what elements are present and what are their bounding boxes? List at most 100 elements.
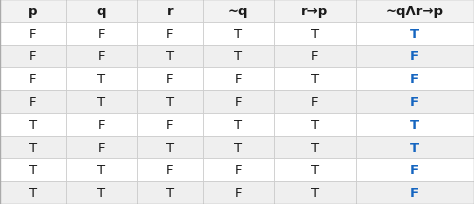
Bar bbox=[274, 68, 356, 91]
Text: F: F bbox=[235, 186, 242, 199]
Bar bbox=[203, 23, 274, 45]
Text: F: F bbox=[166, 118, 173, 131]
Text: T: T bbox=[166, 95, 174, 109]
Text: F: F bbox=[166, 73, 173, 86]
Text: F: F bbox=[410, 50, 419, 63]
Bar bbox=[0, 181, 66, 204]
Bar bbox=[356, 68, 474, 91]
Bar bbox=[66, 91, 137, 113]
Text: T: T bbox=[410, 28, 419, 40]
Bar bbox=[274, 91, 356, 113]
Text: T: T bbox=[29, 141, 37, 154]
Bar bbox=[274, 45, 356, 68]
Bar bbox=[66, 159, 137, 181]
Bar bbox=[137, 23, 203, 45]
Text: T: T bbox=[29, 164, 37, 176]
Bar bbox=[0, 159, 66, 181]
Bar bbox=[203, 0, 274, 23]
Text: F: F bbox=[410, 164, 419, 176]
Text: F: F bbox=[98, 50, 105, 63]
Bar bbox=[137, 68, 203, 91]
Text: T: T bbox=[97, 95, 105, 109]
Bar bbox=[203, 181, 274, 204]
Text: F: F bbox=[311, 95, 319, 109]
Text: F: F bbox=[29, 73, 36, 86]
Bar bbox=[274, 159, 356, 181]
Bar bbox=[274, 23, 356, 45]
Text: T: T bbox=[310, 186, 319, 199]
Bar bbox=[137, 45, 203, 68]
Text: F: F bbox=[29, 50, 36, 63]
Text: T: T bbox=[234, 28, 242, 40]
Text: T: T bbox=[166, 186, 174, 199]
Bar bbox=[356, 23, 474, 45]
Bar bbox=[356, 136, 474, 159]
Text: T: T bbox=[97, 186, 105, 199]
Bar bbox=[356, 181, 474, 204]
Bar bbox=[137, 0, 203, 23]
Text: F: F bbox=[235, 95, 242, 109]
Text: T: T bbox=[310, 118, 319, 131]
Text: F: F bbox=[98, 28, 105, 40]
Bar bbox=[0, 136, 66, 159]
Text: F: F bbox=[166, 28, 173, 40]
Text: r→p: r→p bbox=[301, 5, 328, 18]
Bar bbox=[137, 91, 203, 113]
Bar bbox=[0, 45, 66, 68]
Text: T: T bbox=[97, 73, 105, 86]
Bar bbox=[137, 113, 203, 136]
Text: F: F bbox=[29, 28, 36, 40]
Text: T: T bbox=[310, 28, 319, 40]
Text: T: T bbox=[234, 118, 242, 131]
Bar bbox=[0, 113, 66, 136]
Text: F: F bbox=[410, 73, 419, 86]
Text: F: F bbox=[235, 164, 242, 176]
Bar bbox=[0, 0, 66, 23]
Bar bbox=[356, 113, 474, 136]
Text: q: q bbox=[97, 5, 106, 18]
Bar bbox=[66, 136, 137, 159]
Text: F: F bbox=[166, 164, 173, 176]
Text: F: F bbox=[410, 95, 419, 109]
Text: F: F bbox=[98, 141, 105, 154]
Text: T: T bbox=[29, 118, 37, 131]
Bar bbox=[66, 68, 137, 91]
Bar bbox=[203, 91, 274, 113]
Bar bbox=[0, 91, 66, 113]
Text: T: T bbox=[234, 50, 242, 63]
Text: T: T bbox=[310, 164, 319, 176]
Text: T: T bbox=[166, 50, 174, 63]
Bar bbox=[203, 45, 274, 68]
Bar bbox=[66, 113, 137, 136]
Text: F: F bbox=[311, 50, 319, 63]
Bar bbox=[203, 113, 274, 136]
Text: p: p bbox=[28, 5, 37, 18]
Bar bbox=[203, 68, 274, 91]
Bar bbox=[137, 181, 203, 204]
Bar bbox=[66, 0, 137, 23]
Text: T: T bbox=[410, 118, 419, 131]
Bar bbox=[356, 45, 474, 68]
Text: F: F bbox=[98, 118, 105, 131]
Text: T: T bbox=[310, 73, 319, 86]
Bar bbox=[274, 113, 356, 136]
Text: F: F bbox=[235, 73, 242, 86]
Bar bbox=[274, 0, 356, 23]
Bar bbox=[66, 45, 137, 68]
Bar bbox=[0, 23, 66, 45]
Text: r: r bbox=[166, 5, 173, 18]
Bar bbox=[137, 136, 203, 159]
Bar bbox=[203, 159, 274, 181]
Bar bbox=[356, 91, 474, 113]
Bar bbox=[274, 136, 356, 159]
Bar bbox=[66, 23, 137, 45]
Bar bbox=[66, 181, 137, 204]
Bar bbox=[274, 181, 356, 204]
Text: T: T bbox=[97, 164, 105, 176]
Text: T: T bbox=[166, 141, 174, 154]
Text: T: T bbox=[29, 186, 37, 199]
Text: T: T bbox=[410, 141, 419, 154]
Bar bbox=[203, 136, 274, 159]
Bar bbox=[0, 68, 66, 91]
Text: T: T bbox=[234, 141, 242, 154]
